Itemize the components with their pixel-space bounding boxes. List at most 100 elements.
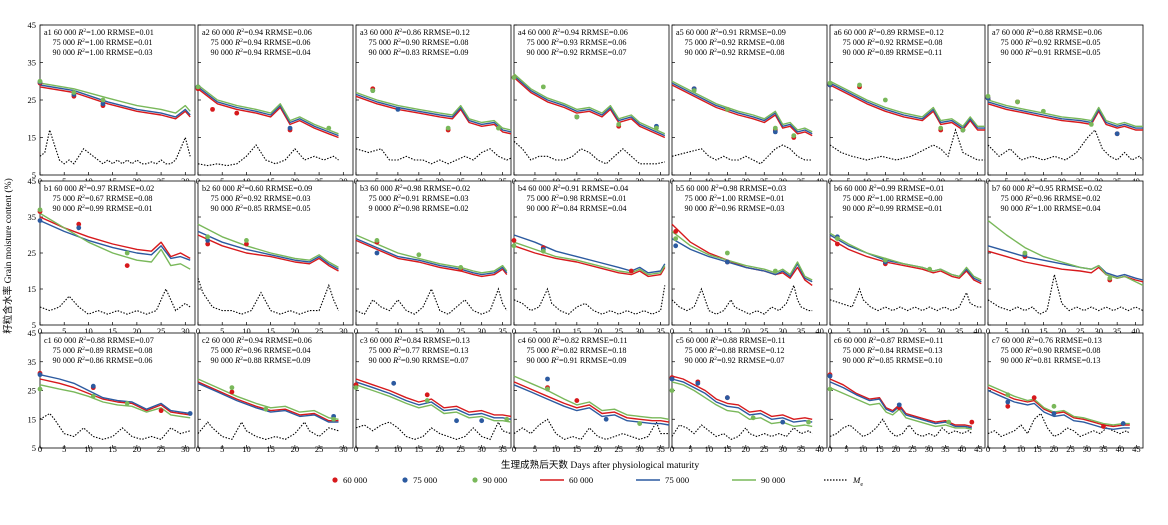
data-point-d90 [772, 268, 778, 274]
data-point-d90 [1022, 250, 1028, 256]
data-point-d75 [772, 129, 778, 135]
data-point-d90 [827, 386, 833, 392]
x-tick-label: 25 [908, 444, 917, 454]
x-tick-label: 30 [477, 444, 486, 454]
series-line-me [513, 418, 669, 441]
panel-frame [513, 24, 670, 176]
data-point-d90 [496, 125, 501, 131]
stat-line: 75 000 R2=0.88 RRMSE=0.12 [685, 346, 785, 355]
series-line-d90 [39, 384, 191, 419]
y-axis-title: 籽粒含水率 Grain moisture content (%) [2, 178, 14, 334]
series-line-d90 [355, 384, 512, 423]
x-tick-label: 15 [723, 326, 732, 336]
series-line-me [829, 418, 973, 438]
x-tick-label: 35 [656, 444, 665, 454]
series-line-d75 [197, 230, 339, 270]
x-tick-label: 25 [157, 326, 166, 336]
stat-line: c6 60 000 R2=0.87 RRMSE=0.11 [834, 336, 944, 345]
x-tick-label: 20 [133, 326, 142, 336]
data-point-d75 [100, 101, 106, 107]
data-point-d60 [234, 110, 240, 116]
series-line-d75 [829, 381, 972, 429]
panel-id: a4 [518, 28, 528, 37]
x-tick-label: 5 [220, 444, 224, 454]
stat-line: a6 60 000 R2=0.89 RRMSE=0.12 [834, 28, 944, 37]
y-tick-label: 5 [32, 320, 36, 330]
stat-line: 75 000 R2=0.92 RRMSE=0.05 [1001, 38, 1101, 47]
series-line-d60 [829, 237, 982, 285]
panel-id: c2 [202, 336, 212, 345]
data-point-d75 [1051, 411, 1057, 416]
stat-line: 75 000 R2=1.00 RRMSE=0.01 [685, 194, 785, 203]
data-point-d60 [1005, 403, 1011, 409]
data-point-d75 [1120, 421, 1126, 426]
stat-line: 75 000 R2=0.84 RRMSE=0.13 [843, 346, 943, 355]
x-tick-label: 30 [181, 326, 190, 336]
stat-line: 75 000 R2=0.82 RRMSE=0.18 [527, 346, 627, 355]
legend-label: 75 000 [665, 475, 690, 485]
stat-line: 75 000 R2=0.92 RRMSE=0.08 [685, 38, 785, 47]
x-tick-label: 35 [955, 326, 964, 336]
data-point-d90 [331, 416, 337, 422]
data-point-d75 [1114, 131, 1120, 137]
legend-item-5: 90 000 [732, 475, 786, 485]
series-line-d60 [671, 375, 813, 420]
x-tick-label: 30 [778, 444, 787, 454]
data-point-d90 [205, 234, 211, 240]
data-point-d75 [695, 380, 701, 386]
x-tick-label: 0 [828, 444, 832, 454]
series-line-d60 [987, 386, 1130, 428]
series-line-d75 [671, 378, 813, 423]
panel-frame [829, 332, 986, 449]
panel-id: c1 [44, 336, 54, 345]
x-tick-label: 0 [38, 444, 42, 454]
stat-line: 90 000 R2=0.99 RRMSE=0.01 [843, 204, 943, 213]
x-tick-label: 20 [594, 444, 603, 454]
stat-line: 90 000 R2=0.99 RRMSE=0.01 [53, 204, 153, 213]
data-point-d90 [691, 88, 697, 94]
data-point-d75 [724, 259, 730, 265]
x-tick-label: 25 [1066, 444, 1075, 454]
data-point-d60 [1101, 424, 1106, 429]
x-tick-label: 15 [723, 444, 732, 454]
panel-b3: 0 5 10 15 20 25 30 35 b3 60 000 R2=0.98 RRMSE=0.… [354, 180, 512, 336]
data-point-d90 [724, 106, 730, 112]
stat-line: c5 60 000 R2=0.88 RRMSE=0.11 [676, 336, 786, 345]
x-tick-label: 35 [1113, 326, 1122, 336]
stat-line: 90 000 R2=0.88 RRMSE=0.09 [211, 356, 311, 365]
stat-line: 75 000 R2=0.91 RRMSE=0.03 [369, 194, 469, 203]
data-point-d90 [458, 265, 464, 270]
series-line-me [987, 129, 1144, 161]
legend-label: Me [852, 475, 863, 488]
stat-line: c7 60 000 R2=0.76 RRMSE=0.13 [992, 336, 1102, 345]
stat-line: 75 000 R2=0.94 RRMSE=0.06 [211, 38, 311, 47]
series-line-d60 [671, 84, 813, 137]
x-tick-label: 20 [436, 326, 445, 336]
y-tick-label: 15 [28, 414, 37, 424]
x-tick-label: 20 [291, 326, 300, 336]
x-tick-label: 30 [1083, 444, 1092, 454]
x-tick-label: 15 [415, 326, 424, 336]
data-point-d75 [454, 418, 459, 424]
data-point-d90 [71, 90, 77, 95]
data-point-d90 [1088, 121, 1094, 127]
x-tick-label: 30 [339, 444, 348, 454]
legend-item-3: 60 000 [540, 475, 594, 485]
data-point-d90 [1015, 99, 1020, 105]
series-line-d90 [987, 220, 1144, 287]
x-tick-label: 5 [220, 326, 224, 336]
panel-id: b5 [676, 184, 686, 193]
stat-line: c2 60 000 R2=0.94 RRMSE=0.06 [202, 336, 312, 345]
x-tick-label: 10 [84, 326, 93, 336]
series-line-d60 [513, 76, 666, 139]
series-line-d60 [197, 381, 339, 422]
data-point-d75 [669, 376, 675, 382]
series-line-d75 [39, 84, 191, 118]
data-point-d75 [479, 418, 485, 424]
data-point-d90 [540, 248, 546, 254]
data-point-d90 [724, 250, 730, 256]
panel-id: a5 [676, 28, 686, 37]
series-line-d75 [197, 382, 339, 423]
x-tick-label: 10 [552, 444, 561, 454]
x-tick-label: 5 [688, 326, 692, 336]
